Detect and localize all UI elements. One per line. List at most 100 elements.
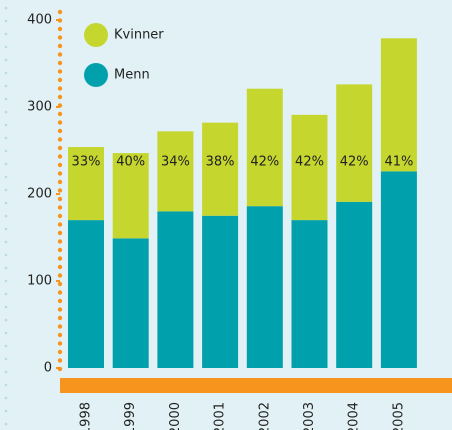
axis-dot [57,179,63,185]
x-tick-label: 2000 [168,402,183,430]
legend-swatch [84,63,108,87]
edge-dot [4,32,8,36]
percent-label: 42% [340,155,369,170]
edge-dot [4,136,8,140]
axis-dot [57,9,63,15]
edge-dot [4,175,8,179]
axis-dot [57,230,63,236]
axis-dot [57,69,63,74]
edge-dot [4,305,8,309]
edge-dot [4,370,8,374]
axis-dot [57,281,63,287]
y-tick-label: 300 [27,100,52,115]
axis-dot [57,366,63,372]
edge-dot [4,292,8,296]
axis-dot [57,298,63,304]
bar-segment [336,84,373,202]
edge-dot [4,318,8,322]
bar-segment [112,238,149,368]
legend-label: Kvinner [114,28,164,43]
x-tick-label: 2002 [257,402,272,430]
edge-dot [4,409,8,413]
bar-segment [291,114,328,221]
edge-dot [4,383,8,387]
y-tick-label: 0 [44,361,52,376]
bar-segment [380,38,417,172]
axis-dot [57,358,63,363]
x-tick-label: 2001 [213,402,228,430]
axis-dot [57,111,63,117]
axis-dot [57,94,63,100]
axis-dot [57,128,63,134]
x-axis-band [60,378,452,393]
percent-label: 40% [116,155,145,170]
edge-dot [4,344,8,348]
edge-dot [4,110,8,114]
axis-dot [57,273,63,278]
edge-dot [4,19,8,23]
axis-dot [57,341,63,346]
axis-dot [57,222,63,227]
percent-label: 34% [161,155,190,170]
edge-dot [4,214,8,218]
axis-dot [57,120,63,125]
edge-dot [4,71,8,75]
x-tick-label: 2004 [347,402,362,430]
bar-segment [336,201,373,368]
axis-dot [57,18,63,23]
edge-dot [4,123,8,127]
edge-dot [4,45,8,49]
percent-label: 41% [384,155,413,170]
axis-dot [57,154,63,159]
bar-segment [202,215,239,368]
axis-dot [57,26,63,32]
y-tick-label: 100 [27,274,52,289]
axis-dot [57,239,63,244]
axis-dot [57,35,63,40]
bar-segment [68,147,104,221]
axis-dot [57,264,63,270]
edge-dot [4,97,8,101]
axis-dot [57,43,63,49]
axis-dot [57,171,63,176]
axis-dot [57,162,63,168]
axis-dot [57,145,63,151]
legend-label: Menn [114,68,150,83]
axis-dot [57,205,63,210]
legend-swatch [84,23,108,47]
axis-dot [57,256,63,261]
axis-dot [57,52,63,57]
axis-dot [57,137,63,142]
edge-dot [4,422,8,426]
edge-dot [4,331,8,335]
edge-dot [4,357,8,361]
x-tick-label: 1999 [123,402,138,430]
bar-segment [202,122,239,216]
bar-segment [246,88,283,207]
edge-dot [4,253,8,257]
x-tick-label: 2005 [391,402,406,430]
edge-dot [4,240,8,244]
edge-dot [4,279,8,283]
x-tick-label: 1998 [79,402,94,430]
axis-dot [57,315,63,321]
edge-dot [4,201,8,205]
bar-segment [68,220,104,368]
edge-dot [4,149,8,153]
bar-segment [157,211,194,368]
y-tick-label: 200 [27,187,52,202]
bar-segment [380,171,417,368]
axis-dot [57,349,63,355]
edge-dot [4,58,8,62]
x-tick-label: 2003 [302,402,317,430]
edge-dot [4,396,8,400]
axis-dot [57,103,63,108]
axis-dot [57,77,63,83]
axis-dot [57,86,63,91]
bar-segment [112,153,149,239]
axis-dot [57,213,63,219]
edge-dot [4,188,8,192]
axis-dot [57,60,63,66]
axis-dot [57,332,63,338]
